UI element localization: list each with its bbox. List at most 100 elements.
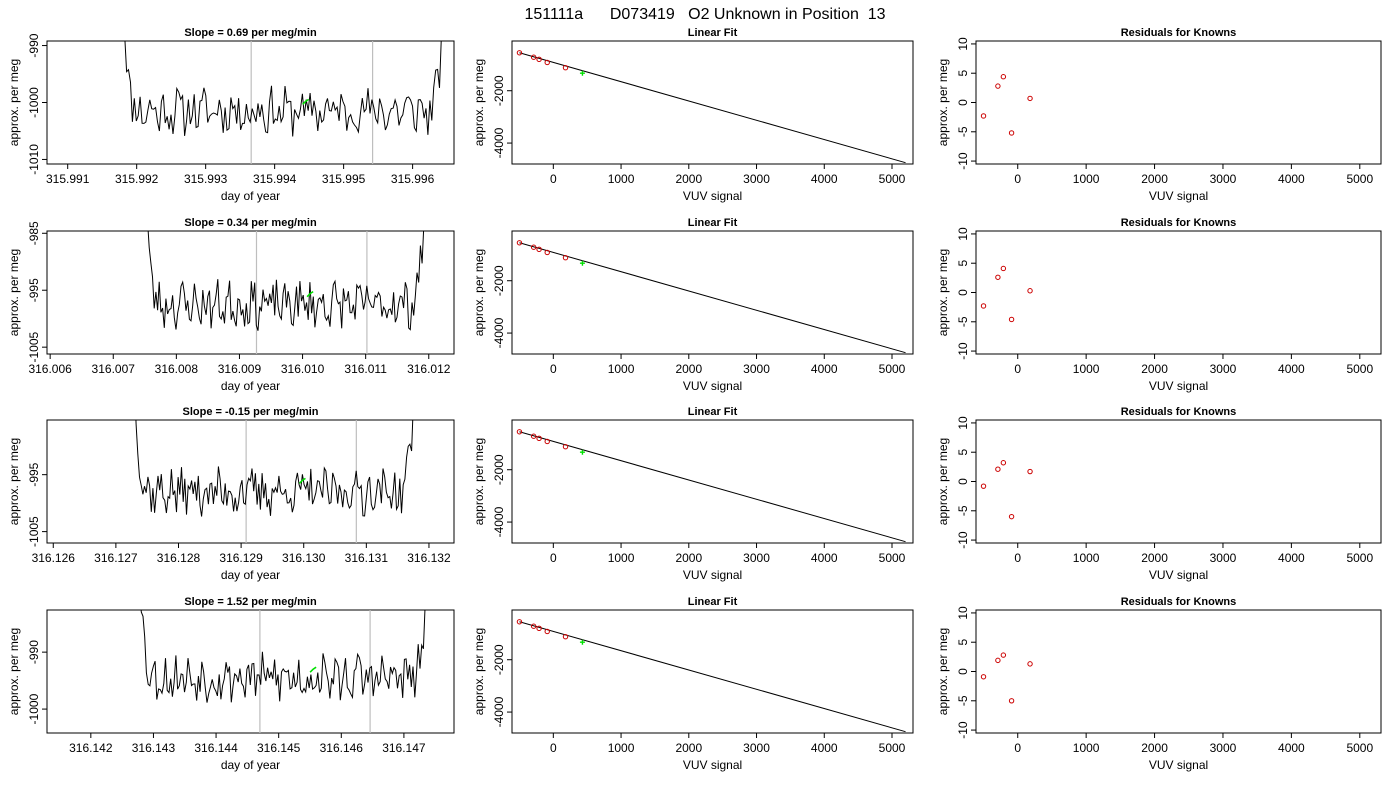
x-tick-label: 316.127	[94, 551, 138, 565]
x-tick-label: 4000	[1278, 551, 1305, 565]
x-tick-label: 2000	[675, 741, 702, 755]
known-point	[562, 254, 569, 261]
y-tick-label: -985	[27, 221, 41, 245]
x-tick-label: 1000	[1073, 362, 1100, 376]
x-tick-label: 0	[550, 551, 557, 565]
y-tick-label: -2000	[492, 644, 506, 675]
known-point	[516, 50, 523, 56]
y-tick-label: -5	[956, 316, 970, 327]
x-tick-label: 316.132	[407, 551, 451, 565]
residual-point	[980, 303, 987, 309]
plot-frame	[511, 40, 914, 165]
x-tick-label: 1000	[608, 551, 635, 565]
y-tick-label: -1000	[27, 87, 41, 118]
y-axis-label: approx. per meg	[7, 59, 21, 146]
x-tick-label: 315.993	[184, 172, 228, 186]
residual-point	[995, 83, 1001, 89]
x-tick-label: 5000	[1346, 172, 1373, 186]
y-axis-label: approx. per meg	[7, 438, 21, 525]
y-tick-label: -5	[956, 505, 970, 516]
y-tick-label: -5	[956, 126, 970, 137]
y-tick-label: -1000	[27, 693, 41, 724]
known-point	[516, 619, 523, 625]
chart-title: Slope = 0.69 per meg/min	[184, 27, 317, 39]
known-point	[530, 623, 537, 629]
x-tick-label: 316.144	[194, 741, 238, 755]
y-axis-label: approx. per meg	[472, 628, 486, 715]
x-tick-label: 4000	[811, 551, 838, 565]
panel-time-series: Slope = 0.34 per meg/min 316.006 316.007 31…	[7, 217, 455, 393]
known-point	[536, 56, 542, 63]
x-tick-label: 0	[550, 362, 557, 376]
plot-area	[980, 460, 1033, 520]
x-tick-label: 0	[550, 741, 557, 755]
residual-point	[1027, 95, 1033, 102]
unknown-segment	[306, 290, 314, 298]
residual-point	[980, 483, 987, 489]
y-tick-label: -4000	[492, 696, 506, 727]
plot-area	[516, 619, 906, 733]
x-axis-label: VUV signal	[1149, 189, 1208, 203]
y-axis-label: approx. per meg	[7, 249, 21, 336]
y-tick-label: 10	[956, 606, 970, 620]
y-axis-label: approx. per meg	[936, 628, 950, 715]
x-tick-label: 3000	[1210, 741, 1237, 755]
residual-point	[1000, 652, 1007, 658]
plot-area	[124, 41, 442, 164]
residual-point	[1000, 460, 1007, 466]
chart-title: Slope = 1.52 per meg/min	[184, 596, 317, 608]
plot-frame	[511, 419, 914, 544]
x-tick-label: 316.012	[407, 362, 451, 376]
chart-title: Linear Fit	[688, 217, 738, 229]
residual-point	[980, 113, 987, 119]
y-tick-label: -5	[956, 695, 970, 706]
panel-residuals: Residuals for Knowns 0 1000 2000 3000 4000 500…	[936, 217, 1382, 393]
panel-residuals: Residuals for Knowns 0 1000 2000 3000 4000 500…	[936, 406, 1382, 582]
panel-residuals: Residuals for Knowns 0 1000 2000 3000 4000 500…	[936, 596, 1382, 772]
x-tick-label: 5000	[879, 362, 906, 376]
y-tick-label: -990	[27, 33, 41, 57]
unknown-point	[579, 260, 585, 266]
x-tick-label: 315.996	[391, 172, 435, 186]
known-point	[530, 244, 537, 250]
x-axis-label: VUV signal	[683, 758, 742, 772]
y-axis-label: approx. per meg	[936, 59, 950, 146]
y-tick-label: -2000	[492, 454, 506, 485]
x-tick-label: 4000	[1278, 741, 1305, 755]
known-point	[562, 633, 569, 640]
x-tick-label: 316.130	[282, 551, 326, 565]
unknown-segment	[298, 477, 306, 484]
signal-trace	[124, 41, 442, 137]
x-tick-label: 5000	[1346, 741, 1373, 755]
residual-point	[1000, 265, 1007, 272]
y-tick-label: -1010	[27, 144, 41, 175]
x-tick-label: 1000	[608, 172, 635, 186]
x-tick-label: 2000	[1141, 172, 1168, 186]
y-tick-label: 5	[956, 639, 970, 646]
plot-frame	[46, 230, 455, 355]
x-tick-label: 2000	[1141, 741, 1168, 755]
y-tick-label: -10	[956, 342, 970, 360]
known-point	[536, 625, 542, 632]
chart-title: Slope = 0.34 per meg/min	[184, 217, 317, 229]
x-tick-label: 3000	[743, 551, 770, 565]
residual-point	[1008, 316, 1015, 323]
y-axis-label: approx. per meg	[936, 438, 950, 525]
panel-linear-fit: Linear Fit 0 1000 2000 3000 4000 5000 -2000 -400…	[472, 217, 914, 393]
chart-title: Residuals for Knowns	[1121, 406, 1237, 418]
y-axis-label: approx. per meg	[472, 59, 486, 146]
y-tick-label: 10	[956, 416, 970, 430]
known-point	[544, 438, 550, 445]
residual-point	[980, 674, 987, 680]
plot-area	[980, 265, 1033, 323]
x-tick-label: 4000	[811, 362, 838, 376]
known-point	[516, 240, 523, 246]
unknown-point	[579, 639, 585, 645]
x-tick-label: 3000	[743, 362, 770, 376]
x-tick-label: 5000	[1346, 551, 1373, 565]
x-tick-label: 0	[1014, 551, 1021, 565]
y-tick-label: -4000	[492, 127, 506, 158]
plot-frame	[46, 419, 455, 544]
x-tick-label: 5000	[879, 172, 906, 186]
